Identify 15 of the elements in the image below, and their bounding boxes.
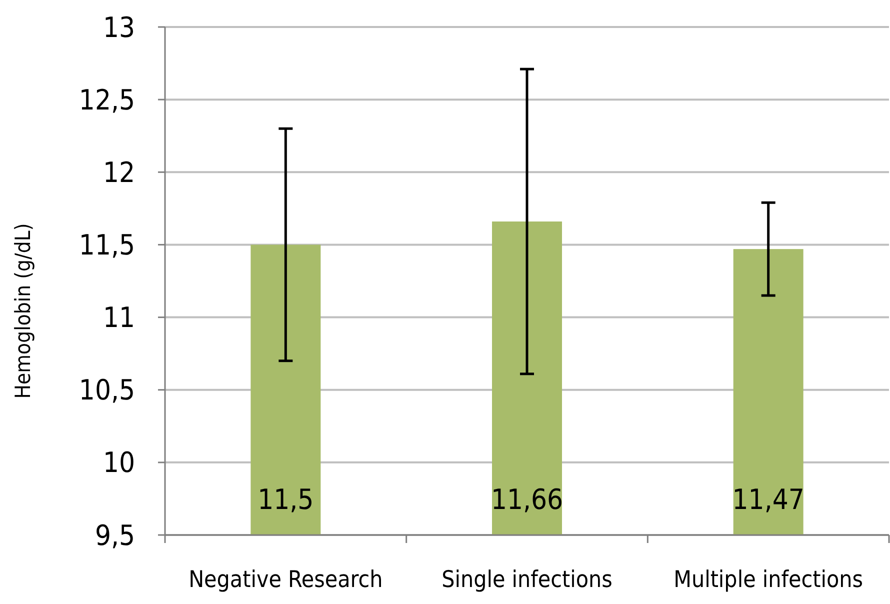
y-tick-label: 12 [102, 156, 135, 189]
y-axis-title: Hemoglobin (g/dL) [11, 223, 35, 399]
data-label: 11,5 [258, 483, 314, 516]
data-label: 11,66 [490, 483, 564, 516]
y-tick-label: 9,5 [94, 518, 135, 552]
y-tick-label: 10 [102, 446, 135, 480]
y-tick-label: 11 [102, 301, 135, 334]
y-tick-label: 10,5 [78, 374, 135, 407]
x-tick-label: Single infections [442, 567, 612, 593]
y-tick-label: 13 [102, 10, 135, 44]
x-tick-label: Negative Research [188, 567, 383, 593]
y-tick-label: 12,5 [78, 83, 135, 116]
x-tick-label: Multiple infections [674, 567, 864, 593]
y-tick-label: 11,5 [78, 228, 135, 262]
data-label: 11,47 [732, 483, 804, 516]
